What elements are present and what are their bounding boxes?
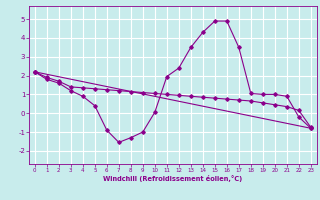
X-axis label: Windchill (Refroidissement éolien,°C): Windchill (Refroidissement éolien,°C) <box>103 175 243 182</box>
